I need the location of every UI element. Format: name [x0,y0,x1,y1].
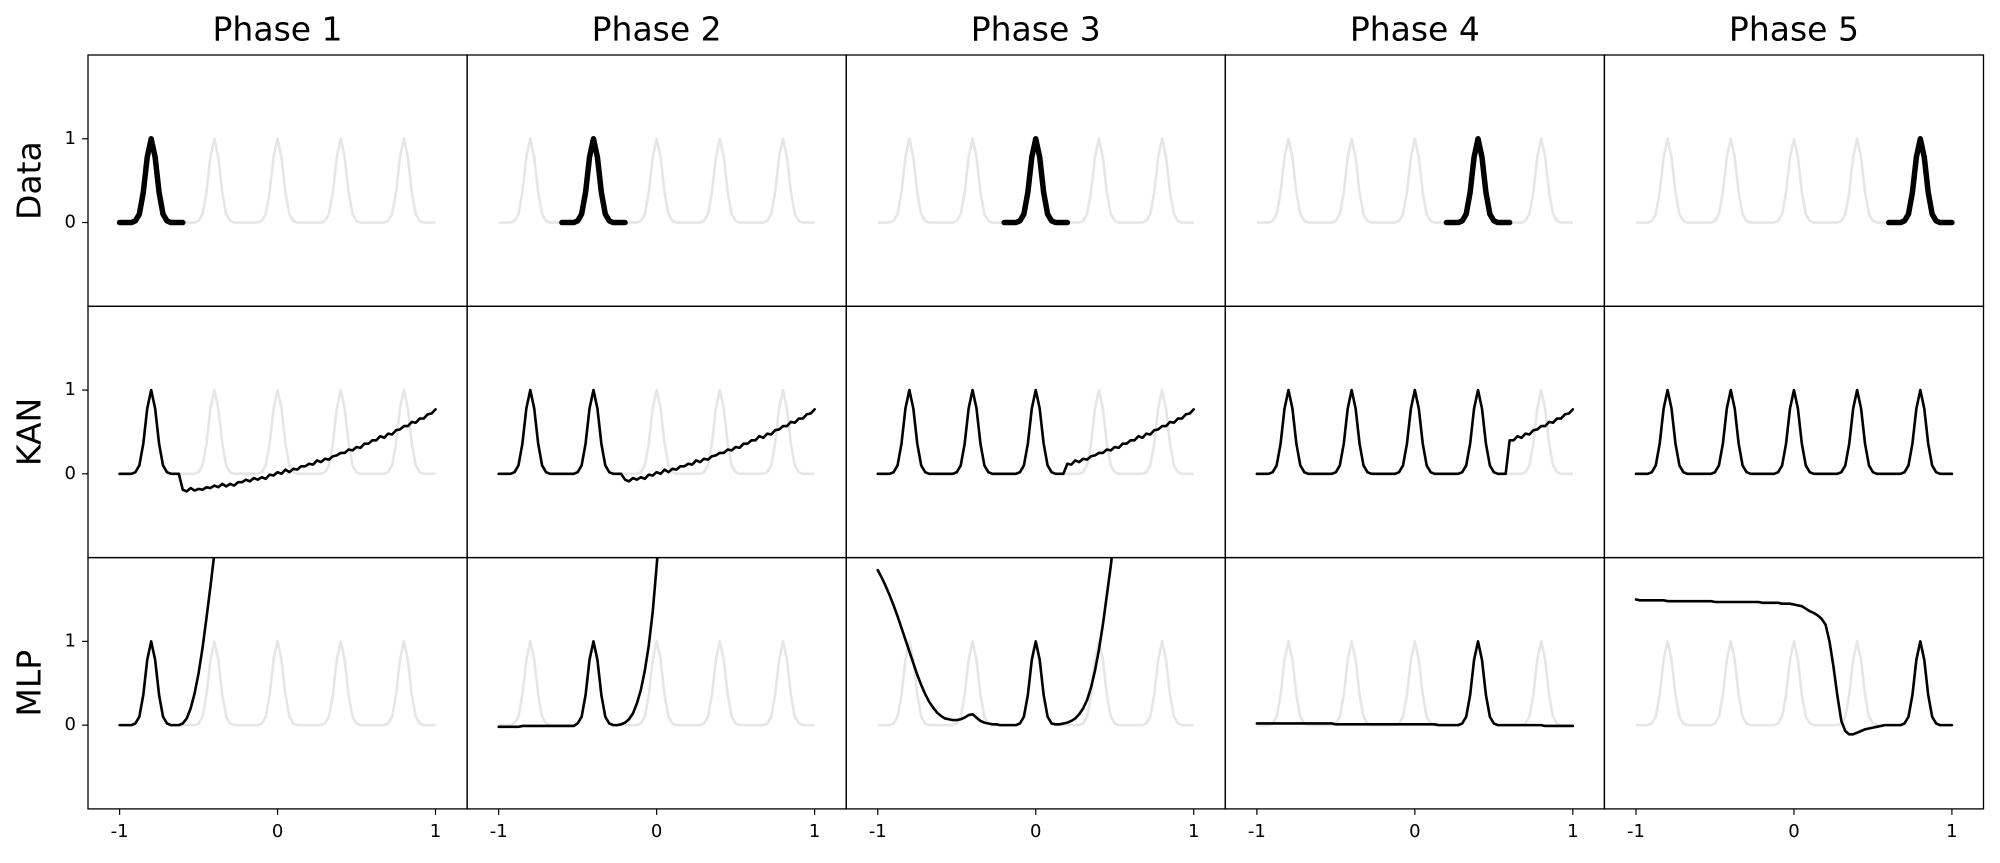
reference-line [877,640,1194,727]
y-tick-label: 0 [65,463,76,484]
panel [498,136,815,226]
series-line [1255,640,1575,728]
panel [1256,136,1573,226]
y-tick-label: 1 [65,128,76,149]
reference-line [1635,388,1952,476]
x-tick-label: -1 [490,821,508,842]
x-tick-label: 1 [1188,821,1199,842]
panel [1255,388,1575,476]
series-line [118,388,437,493]
reference-line [498,388,815,476]
column-title: Phase 5 [1729,10,1859,49]
panel-frame [1603,556,1985,810]
x-tick-label: 0 [651,821,662,842]
y-tick-label: 1 [65,630,76,651]
row-label: Data [10,141,49,220]
x-tick-label: 1 [1567,821,1578,842]
reference-line [119,640,436,727]
x-tick-label: 0 [1788,821,1799,842]
series-line [876,388,1196,476]
x-tick-label: -1 [869,821,887,842]
panel [1634,598,1954,736]
x-tick-label: 0 [272,821,283,842]
column-title: Phase 4 [1350,10,1480,49]
series-line [118,557,216,727]
series-line [116,136,186,226]
x-tick-label: -1 [1627,821,1645,842]
panel [118,388,437,493]
reference-line [498,137,815,224]
reference-line [1256,640,1573,727]
series-line [497,388,816,483]
reference-line [1635,640,1952,727]
series-line [876,557,1114,727]
series-line [1255,388,1575,476]
x-tick-label: 1 [430,821,441,842]
reference-line [1635,137,1952,224]
series-line [1634,598,1954,736]
series-line [1001,136,1071,226]
series-line [1885,136,1955,226]
series-line [1443,136,1513,226]
x-tick-label: 1 [1946,821,1957,842]
reference-line [1256,137,1573,224]
row-label: KAN [10,398,49,466]
x-tick-label: -1 [1248,821,1266,842]
panel [116,136,436,226]
column-title: Phase 2 [592,10,722,49]
column-title: Phase 1 [213,10,343,49]
row-label: MLP [10,650,49,717]
panel [497,388,816,483]
panel [497,557,815,729]
reference-line [877,388,1194,476]
series-line [1634,388,1954,476]
x-tick-label: 0 [1030,821,1041,842]
panel [118,557,436,727]
panel [1635,136,1955,226]
panel [877,136,1194,226]
reference-line [1256,388,1573,476]
reference-line [119,388,436,476]
panel [1634,388,1954,476]
reference-line [498,640,815,727]
column-title: Phase 3 [971,10,1101,49]
series-line [559,136,628,226]
x-tick-label: 1 [809,821,820,842]
panel [876,557,1194,727]
panel [876,388,1196,476]
series-line [497,557,659,729]
x-tick-label: -1 [111,821,129,842]
y-tick-label: 1 [65,379,76,400]
x-tick-label: 0 [1409,821,1420,842]
y-tick-label: 0 [65,212,76,233]
reference-line [119,137,436,224]
y-tick-label: 0 [65,714,76,735]
panel [1255,640,1575,728]
